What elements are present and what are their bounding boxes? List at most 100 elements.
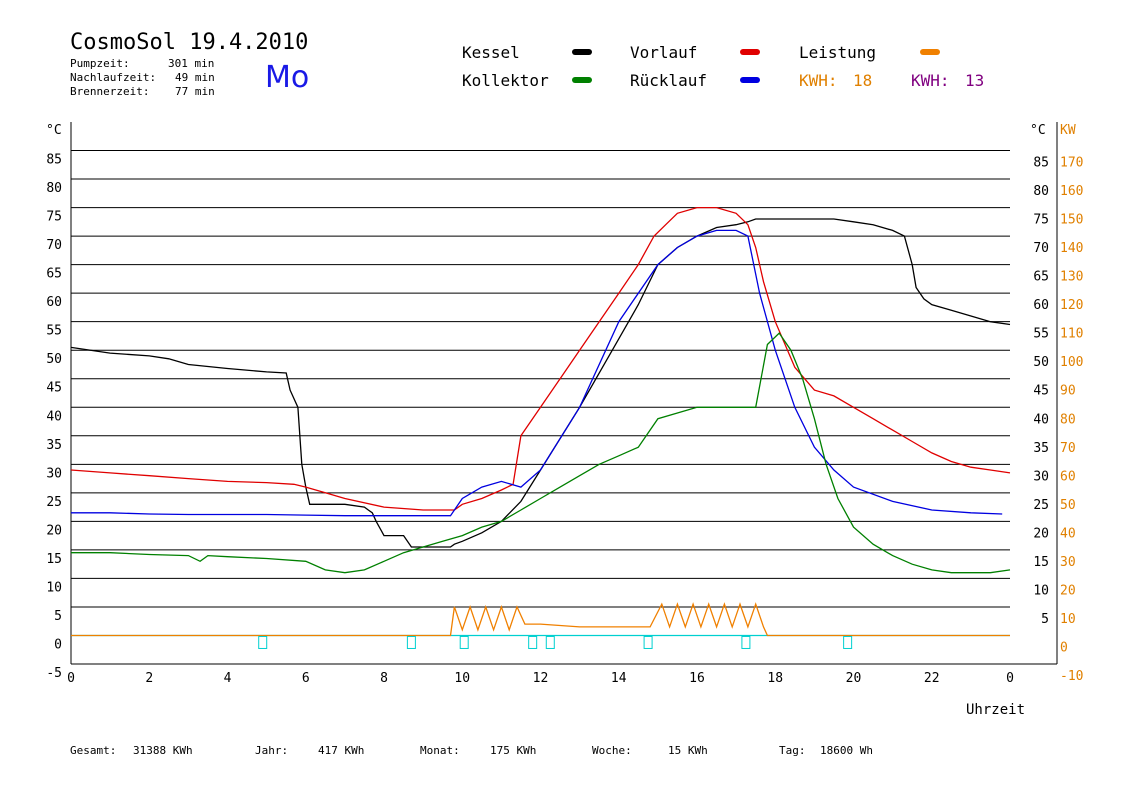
kw-tick: 90 — [1060, 384, 1076, 399]
kw-tick: 30 — [1060, 555, 1076, 570]
y-unit-right: °C — [1030, 123, 1046, 138]
kw-tick: 110 — [1060, 327, 1083, 342]
footer-value-monat: 175 KWh — [490, 744, 537, 757]
y-tick-left: 85 — [46, 153, 62, 168]
legend-label-leistung: Leistung — [799, 43, 877, 62]
series-rcklauf — [71, 229, 1003, 517]
y-tick-left: 40 — [46, 409, 62, 424]
x-axis-title: Uhrzeit — [966, 702, 1025, 718]
x-tick: 12 — [533, 671, 549, 686]
kw-tick: 160 — [1060, 184, 1083, 199]
kw-tick: 60 — [1060, 469, 1076, 484]
footer-value-tag: 18600 Wh — [820, 744, 873, 757]
x-tick: 0 — [1006, 671, 1014, 686]
kw-tick: 150 — [1060, 213, 1083, 228]
x-tick: 14 — [611, 671, 627, 686]
y-tick-right: 25 — [1033, 498, 1049, 513]
chart-title: CosmoSol 19.4.2010 — [70, 30, 309, 55]
chart-frame — [70, 122, 1058, 665]
footer-label-jahr: Jahr: — [255, 744, 289, 757]
y-tick-left: 0 — [54, 637, 62, 652]
kw-tick: 10 — [1060, 612, 1076, 627]
y-tick-left: 55 — [46, 324, 62, 339]
y-tick-right: 15 — [1033, 555, 1049, 570]
kw-tick: 140 — [1060, 241, 1083, 256]
legend-label-kollektor: Kollektor — [462, 71, 549, 90]
kw-tick: 130 — [1060, 270, 1083, 285]
kw-tick: 120 — [1060, 298, 1083, 313]
y-tick-right: 80 — [1033, 184, 1049, 199]
y-tick-right: 50 — [1033, 355, 1049, 370]
y-tick-left: 65 — [46, 267, 62, 282]
footer-label-tag: Tag: — [779, 744, 806, 757]
y-tick-left: 25 — [46, 495, 62, 510]
x-tick: 2 — [145, 671, 153, 686]
footer-label-woche: Woche: — [592, 744, 632, 757]
legend-label-vorlauf: Vorlauf — [630, 43, 698, 62]
series-vorlauf — [70, 206, 1011, 511]
y-tick-right: 70 — [1033, 241, 1049, 256]
stat-label-nachlaufzeit: Nachlaufzeit: — [70, 71, 157, 84]
y-tick-right: 40 — [1033, 412, 1049, 427]
y-tick-left: 80 — [46, 181, 62, 196]
kw-tick: 0 — [1060, 640, 1068, 655]
footer-value-woche: 15 KWh — [668, 744, 708, 757]
x-tick: 6 — [302, 671, 310, 686]
y-tick-left: 10 — [46, 580, 62, 595]
stat-label-pumpzeit: Pumpzeit: — [70, 57, 130, 70]
baseline-marker — [643, 635, 653, 649]
legend-swatch-vorlauf — [740, 49, 760, 55]
y-tick-left: -5 — [46, 666, 62, 681]
y-tick-right: 75 — [1033, 213, 1049, 228]
y-tick-left: 35 — [46, 438, 62, 453]
x-tick: 0 — [67, 671, 75, 686]
x-tick: 20 — [846, 671, 862, 686]
footer-label-monat: Monat: — [420, 744, 460, 757]
y-tick-left: 30 — [46, 466, 62, 481]
y-tick-right: 30 — [1033, 469, 1049, 484]
footer-value-jahr: 417 KWh — [318, 744, 365, 757]
kw-tick: 40 — [1060, 526, 1076, 541]
x-tick: 8 — [380, 671, 388, 686]
series-lines — [70, 206, 1011, 637]
kw-tick: 70 — [1060, 441, 1076, 456]
x-tick: 18 — [767, 671, 783, 686]
legend-swatch-kollektor — [572, 77, 592, 83]
baseline-marker — [258, 635, 268, 649]
y-tick-left: 5 — [54, 609, 62, 624]
kw-tick: -10 — [1060, 669, 1083, 684]
baseline-markers — [258, 635, 853, 649]
y-tick-right: 85 — [1033, 156, 1049, 171]
x-tick: 16 — [689, 671, 705, 686]
baseline-marker — [528, 635, 538, 649]
stat-value-pumpzeit: 301 min — [168, 57, 215, 70]
y-tick-left: 60 — [46, 295, 62, 310]
y-tick-left: 20 — [46, 523, 62, 538]
footer-value-gesamt: 31388 KWh — [133, 744, 193, 757]
series-leistung — [71, 602, 1010, 637]
legend-label-ruecklauf: Rücklauf — [630, 71, 708, 90]
stat-value-brennerzeit: 77 min — [175, 85, 215, 98]
legend-swatch-leistung — [920, 49, 940, 55]
y-tick-left: 70 — [46, 238, 62, 253]
baseline-marker — [545, 635, 555, 649]
y-tick-right: 65 — [1033, 270, 1049, 285]
y-tick-right: 35 — [1033, 441, 1049, 456]
kwh2-label: KWH: — [911, 71, 950, 90]
legend-label-kessel: Kessel — [462, 43, 520, 62]
y-tick-right: 45 — [1033, 384, 1049, 399]
y-unit-left: °C — [46, 123, 62, 138]
kw-tick: 50 — [1060, 498, 1076, 513]
y-tick-left: 15 — [46, 552, 62, 567]
x-tick: 10 — [454, 671, 470, 686]
kw-tick: 170 — [1060, 156, 1083, 171]
series-kessel — [70, 218, 1011, 548]
footer-label-gesamt: Gesamt: — [70, 744, 117, 757]
kw-tick: 20 — [1060, 583, 1076, 598]
y-tick-right: 20 — [1033, 526, 1049, 541]
kw-tick: 80 — [1060, 412, 1076, 427]
axis-ticks: -505101520253035404550556065707580855101… — [46, 153, 1083, 686]
kwh1-label: KWH: — [799, 71, 838, 90]
baseline-marker — [406, 635, 416, 649]
